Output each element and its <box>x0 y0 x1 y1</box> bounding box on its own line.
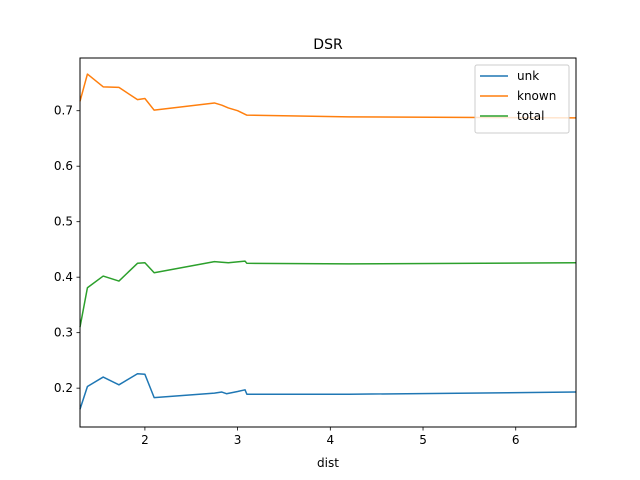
legend-label-unk: unk <box>517 69 539 83</box>
x-tick-label: 2 <box>141 433 149 447</box>
x-tick-label: 3 <box>234 433 242 447</box>
legend: unk known total <box>474 64 570 134</box>
legend-label-known: known <box>517 89 556 103</box>
legend-label-total: total <box>517 109 544 123</box>
series-line-unk <box>79 372 577 410</box>
x-axis-ticks: 2 3 4 5 6 <box>141 427 520 447</box>
y-tick-label: 0.2 <box>54 381 73 395</box>
x-tick-label: 6 <box>512 433 520 447</box>
y-tick-label: 0.4 <box>54 270 73 284</box>
chart-title: DSR <box>313 37 343 53</box>
series-line-total <box>79 260 577 328</box>
y-tick-label: 0.5 <box>54 215 73 229</box>
x-axis-label: dist <box>317 456 339 470</box>
y-axis-ticks: 0.2 0.3 0.4 0.5 0.6 0.7 <box>54 104 80 395</box>
y-tick-label: 0.6 <box>54 159 73 173</box>
series-layer <box>79 73 577 410</box>
x-tick-label: 5 <box>419 433 427 447</box>
series-line-known <box>79 73 577 119</box>
y-tick-label: 0.7 <box>54 104 73 118</box>
plot-frame <box>79 57 577 428</box>
x-tick-label: 4 <box>326 433 334 447</box>
y-tick-label: 0.3 <box>54 326 73 340</box>
